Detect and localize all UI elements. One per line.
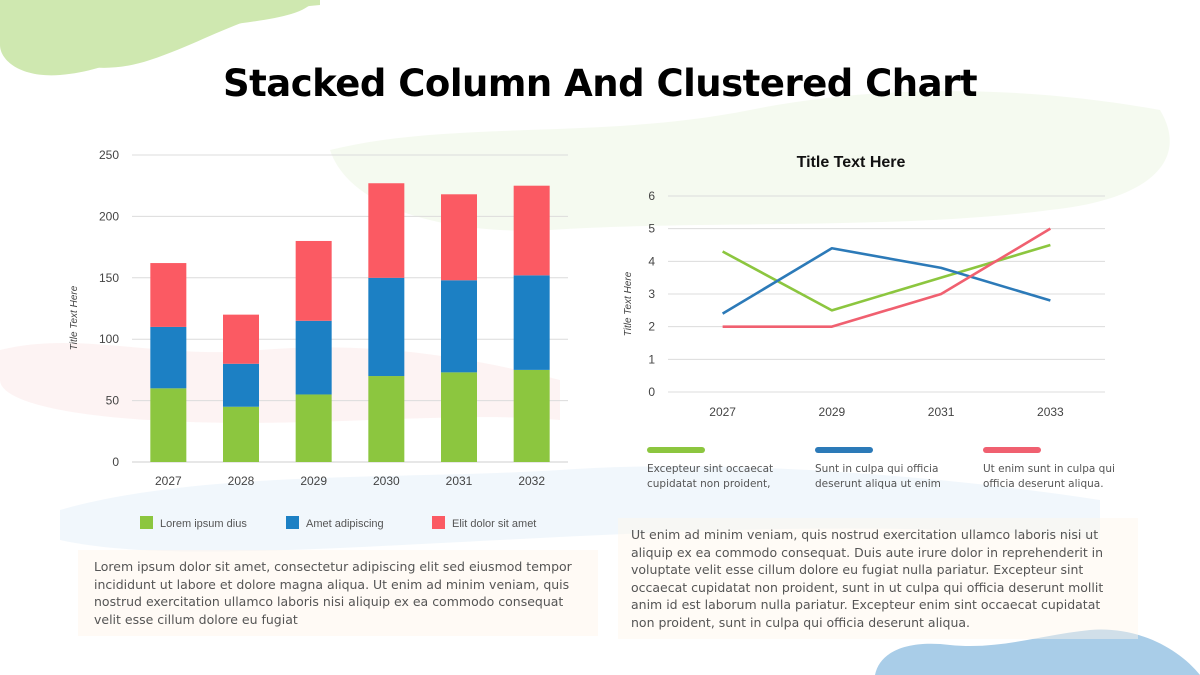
y-tick-label: 0: [112, 455, 119, 469]
legend-line1: Ut enim sunt in culpa qui: [983, 463, 1115, 475]
legend-line2: deserunt aliqua ut enim: [815, 478, 941, 490]
legend-label: Lorem ipsum dius: [160, 518, 247, 530]
legend-text: Excepteur sint occaecat cupidatat non pro…: [647, 462, 787, 492]
series-line: [722, 243, 1051, 312]
x-tick-label: 2031: [928, 405, 955, 419]
x-tick-label: 2027: [155, 474, 182, 488]
bar-segment: [513, 369, 550, 462]
x-tick-label: 2028: [228, 474, 255, 488]
y-tick-label: 1: [648, 352, 655, 366]
legend-swatch: [140, 516, 153, 529]
line-legend-item: Ut enim sunt in culpa qui officia deserun…: [983, 447, 1123, 492]
legend-label: Amet adipiscing: [306, 518, 384, 530]
legend-swatch-green: [647, 447, 705, 453]
legend-line1: Sunt in culpa qui officia: [815, 463, 939, 475]
y-tick-label: 150: [99, 271, 119, 285]
page-title: Stacked Column And Clustered Chart: [222, 62, 978, 105]
y-tick-label: 0: [648, 385, 655, 399]
y-axis-label: Title Text Here: [623, 271, 634, 336]
legend-text: Sunt in culpa qui officia deserunt aliqua…: [815, 462, 955, 492]
bar-segment: [150, 388, 187, 462]
legend-swatch-blue: [815, 447, 873, 453]
y-tick-label: 200: [99, 209, 119, 223]
y-tick-label: 100: [99, 332, 119, 346]
series-line: [721, 246, 1051, 315]
left-description: Lorem ipsum dolor sit amet, consectetur …: [78, 550, 598, 636]
line-chart-title: Title Text Here: [797, 154, 906, 171]
blue-blob-bottom-right: [875, 629, 1200, 675]
legend-swatch: [432, 516, 445, 529]
bar-segment: [150, 263, 187, 327]
legend-line2: officia deserunt aliqua.: [983, 478, 1104, 490]
x-tick-label: 2033: [1037, 405, 1064, 419]
bar-segment: [295, 394, 332, 462]
bar-segment: [368, 376, 405, 462]
series-line: [722, 227, 1052, 328]
y-axis-label: Title Text Here: [69, 285, 80, 350]
y-tick-label: 5: [648, 222, 655, 236]
right-description: Ut enim ad minim veniam, quis nostrud ex…: [618, 518, 1138, 639]
y-tick-label: 2: [648, 320, 655, 334]
y-tick-label: 3: [648, 287, 655, 301]
bar-segment: [295, 320, 332, 395]
legend-swatch-red: [983, 447, 1041, 453]
y-tick-label: 250: [99, 148, 119, 162]
bar-segment: [223, 314, 259, 364]
y-tick-label: 4: [648, 254, 655, 268]
x-tick-label: 2032: [518, 474, 545, 488]
bar-segment: [368, 277, 405, 377]
y-tick-label: 6: [648, 189, 655, 203]
legend-swatch: [286, 516, 299, 529]
faint-red-wash: [0, 342, 560, 423]
x-tick-label: 2029: [819, 405, 846, 419]
bar-segment: [368, 183, 405, 278]
bar-segment: [150, 326, 187, 389]
x-tick-label: 2031: [446, 474, 473, 488]
legend-text: Ut enim sunt in culpa qui officia deserun…: [983, 462, 1123, 492]
bar-segment: [223, 363, 259, 407]
x-tick-label: 2027: [709, 405, 736, 419]
y-tick-label: 50: [106, 394, 120, 408]
legend-label: Elit dolor sit amet: [452, 518, 536, 530]
x-tick-label: 2029: [300, 474, 327, 488]
green-blob-shape: [0, 0, 315, 76]
line-legend-item: Excepteur sint occaecat cupidatat non pro…: [647, 447, 787, 492]
bar-segment: [441, 372, 477, 462]
legend-line2: cupidatat non proident,: [647, 478, 771, 490]
bar-segment: [441, 280, 477, 373]
faint-blue-wash: [60, 466, 1100, 552]
legend-line1: Excepteur sint occaecat: [647, 463, 774, 475]
bar-segment: [295, 240, 332, 321]
line-legend-item: Sunt in culpa qui officia deserunt aliqua…: [815, 447, 955, 492]
bar-segment: [441, 194, 477, 281]
bar-segment: [513, 185, 550, 276]
x-tick-label: 2030: [373, 474, 400, 488]
bar-segment: [223, 406, 259, 462]
bar-segment: [513, 275, 550, 370]
